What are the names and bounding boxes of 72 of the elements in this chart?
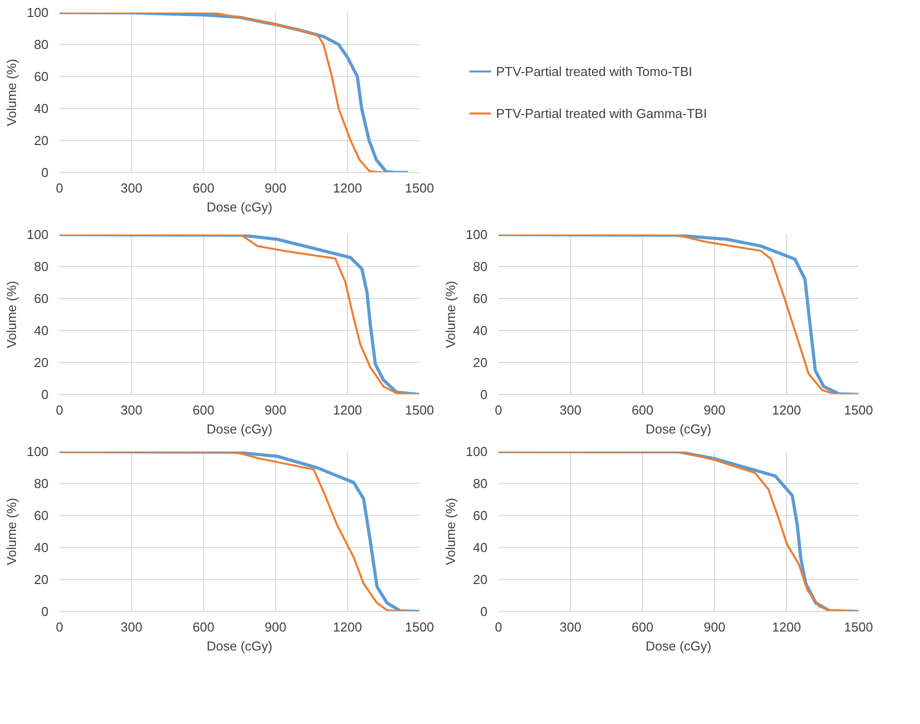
y-tick-label: 20 bbox=[34, 355, 49, 370]
x-tick-label: 1500 bbox=[844, 402, 873, 418]
x-tick-label: 1200 bbox=[333, 620, 362, 634]
y-tick-label: 0 bbox=[480, 387, 488, 402]
y-axis-title: Volume (%) bbox=[4, 280, 19, 348]
x-tick-label: 300 bbox=[560, 402, 582, 418]
x-tick-label: 300 bbox=[560, 620, 582, 634]
legend-label: PTV-Partial treated with Gamma-TBI bbox=[496, 106, 707, 120]
y-tick-label: 80 bbox=[473, 476, 488, 491]
legend-label: PTV-Partial treated with Tomo-TBI bbox=[496, 64, 692, 78]
x-tick-label: 1500 bbox=[405, 180, 434, 196]
y-axis-title: Volume (%) bbox=[442, 280, 458, 348]
x-tick-label: 1200 bbox=[772, 402, 801, 418]
x-tick-label: 0 bbox=[494, 620, 502, 634]
y-tick-label: 20 bbox=[34, 572, 49, 587]
x-tick-label: 600 bbox=[632, 402, 654, 418]
y-tick-label: 80 bbox=[34, 259, 49, 274]
x-axis-title: Dose (cGy) bbox=[646, 638, 712, 654]
x-tick-label: 1500 bbox=[405, 402, 434, 418]
x-axis-title: Dose (cGy) bbox=[206, 638, 272, 654]
x-tick-label: 900 bbox=[264, 180, 286, 196]
y-axis-title: Volume (%) bbox=[4, 58, 19, 126]
x-tick-label: 600 bbox=[192, 620, 214, 634]
x-tick-label: 1200 bbox=[772, 620, 801, 634]
y-tick-label: 0 bbox=[41, 387, 49, 402]
x-tick-label: 1200 bbox=[333, 402, 362, 418]
y-tick-label: 100 bbox=[466, 227, 488, 242]
x-tick-label: 0 bbox=[56, 620, 64, 634]
x-tick-label: 300 bbox=[120, 180, 142, 196]
x-tick-label: 0 bbox=[56, 180, 64, 196]
x-tick-label: 600 bbox=[192, 180, 214, 196]
y-tick-label: 60 bbox=[34, 69, 49, 84]
x-tick-label: 300 bbox=[120, 620, 142, 634]
x-axis-title: Dose (cGy) bbox=[206, 200, 272, 214]
y-tick-label: 60 bbox=[34, 508, 49, 523]
y-tick-label: 80 bbox=[473, 259, 488, 274]
y-tick-label: 100 bbox=[26, 5, 49, 20]
x-tick-label: 300 bbox=[120, 402, 142, 418]
x-tick-label: 600 bbox=[192, 402, 214, 418]
x-tick-label: 1200 bbox=[333, 180, 362, 196]
y-tick-label: 80 bbox=[34, 476, 49, 491]
x-tick-label: 900 bbox=[264, 620, 286, 634]
x-tick-label: 900 bbox=[704, 402, 726, 418]
y-tick-label: 40 bbox=[34, 540, 49, 555]
y-tick-label: 0 bbox=[41, 604, 49, 619]
y-tick-label: 80 bbox=[34, 37, 49, 52]
x-tick-label: 600 bbox=[632, 620, 654, 634]
y-tick-label: 60 bbox=[473, 291, 488, 306]
x-tick-label: 0 bbox=[494, 402, 502, 418]
x-tick-label: 1500 bbox=[405, 620, 434, 634]
y-tick-label: 0 bbox=[480, 604, 488, 619]
x-tick-label: 900 bbox=[704, 620, 726, 634]
x-tick-label: 0 bbox=[56, 402, 64, 418]
y-tick-label: 40 bbox=[34, 101, 49, 116]
y-tick-label: 40 bbox=[473, 540, 488, 555]
x-tick-label: 900 bbox=[264, 402, 286, 418]
y-tick-label: 20 bbox=[473, 355, 488, 370]
y-tick-label: 40 bbox=[34, 323, 49, 338]
y-tick-label: 60 bbox=[473, 508, 488, 523]
y-tick-label: 0 bbox=[41, 165, 49, 180]
y-axis-title: Volume (%) bbox=[4, 498, 19, 566]
y-tick-label: 20 bbox=[473, 572, 488, 587]
y-tick-label: 60 bbox=[34, 291, 49, 306]
y-tick-label: 20 bbox=[34, 133, 49, 148]
y-tick-label: 100 bbox=[466, 444, 488, 459]
x-axis-title: Dose (cGy) bbox=[206, 422, 272, 436]
y-tick-label: 100 bbox=[26, 227, 49, 242]
x-axis-title: Dose (cGy) bbox=[646, 422, 712, 436]
y-axis-title: Volume (%) bbox=[442, 498, 458, 566]
y-tick-label: 100 bbox=[26, 444, 49, 459]
x-tick-label: 1500 bbox=[844, 620, 873, 634]
y-tick-label: 40 bbox=[473, 323, 488, 338]
